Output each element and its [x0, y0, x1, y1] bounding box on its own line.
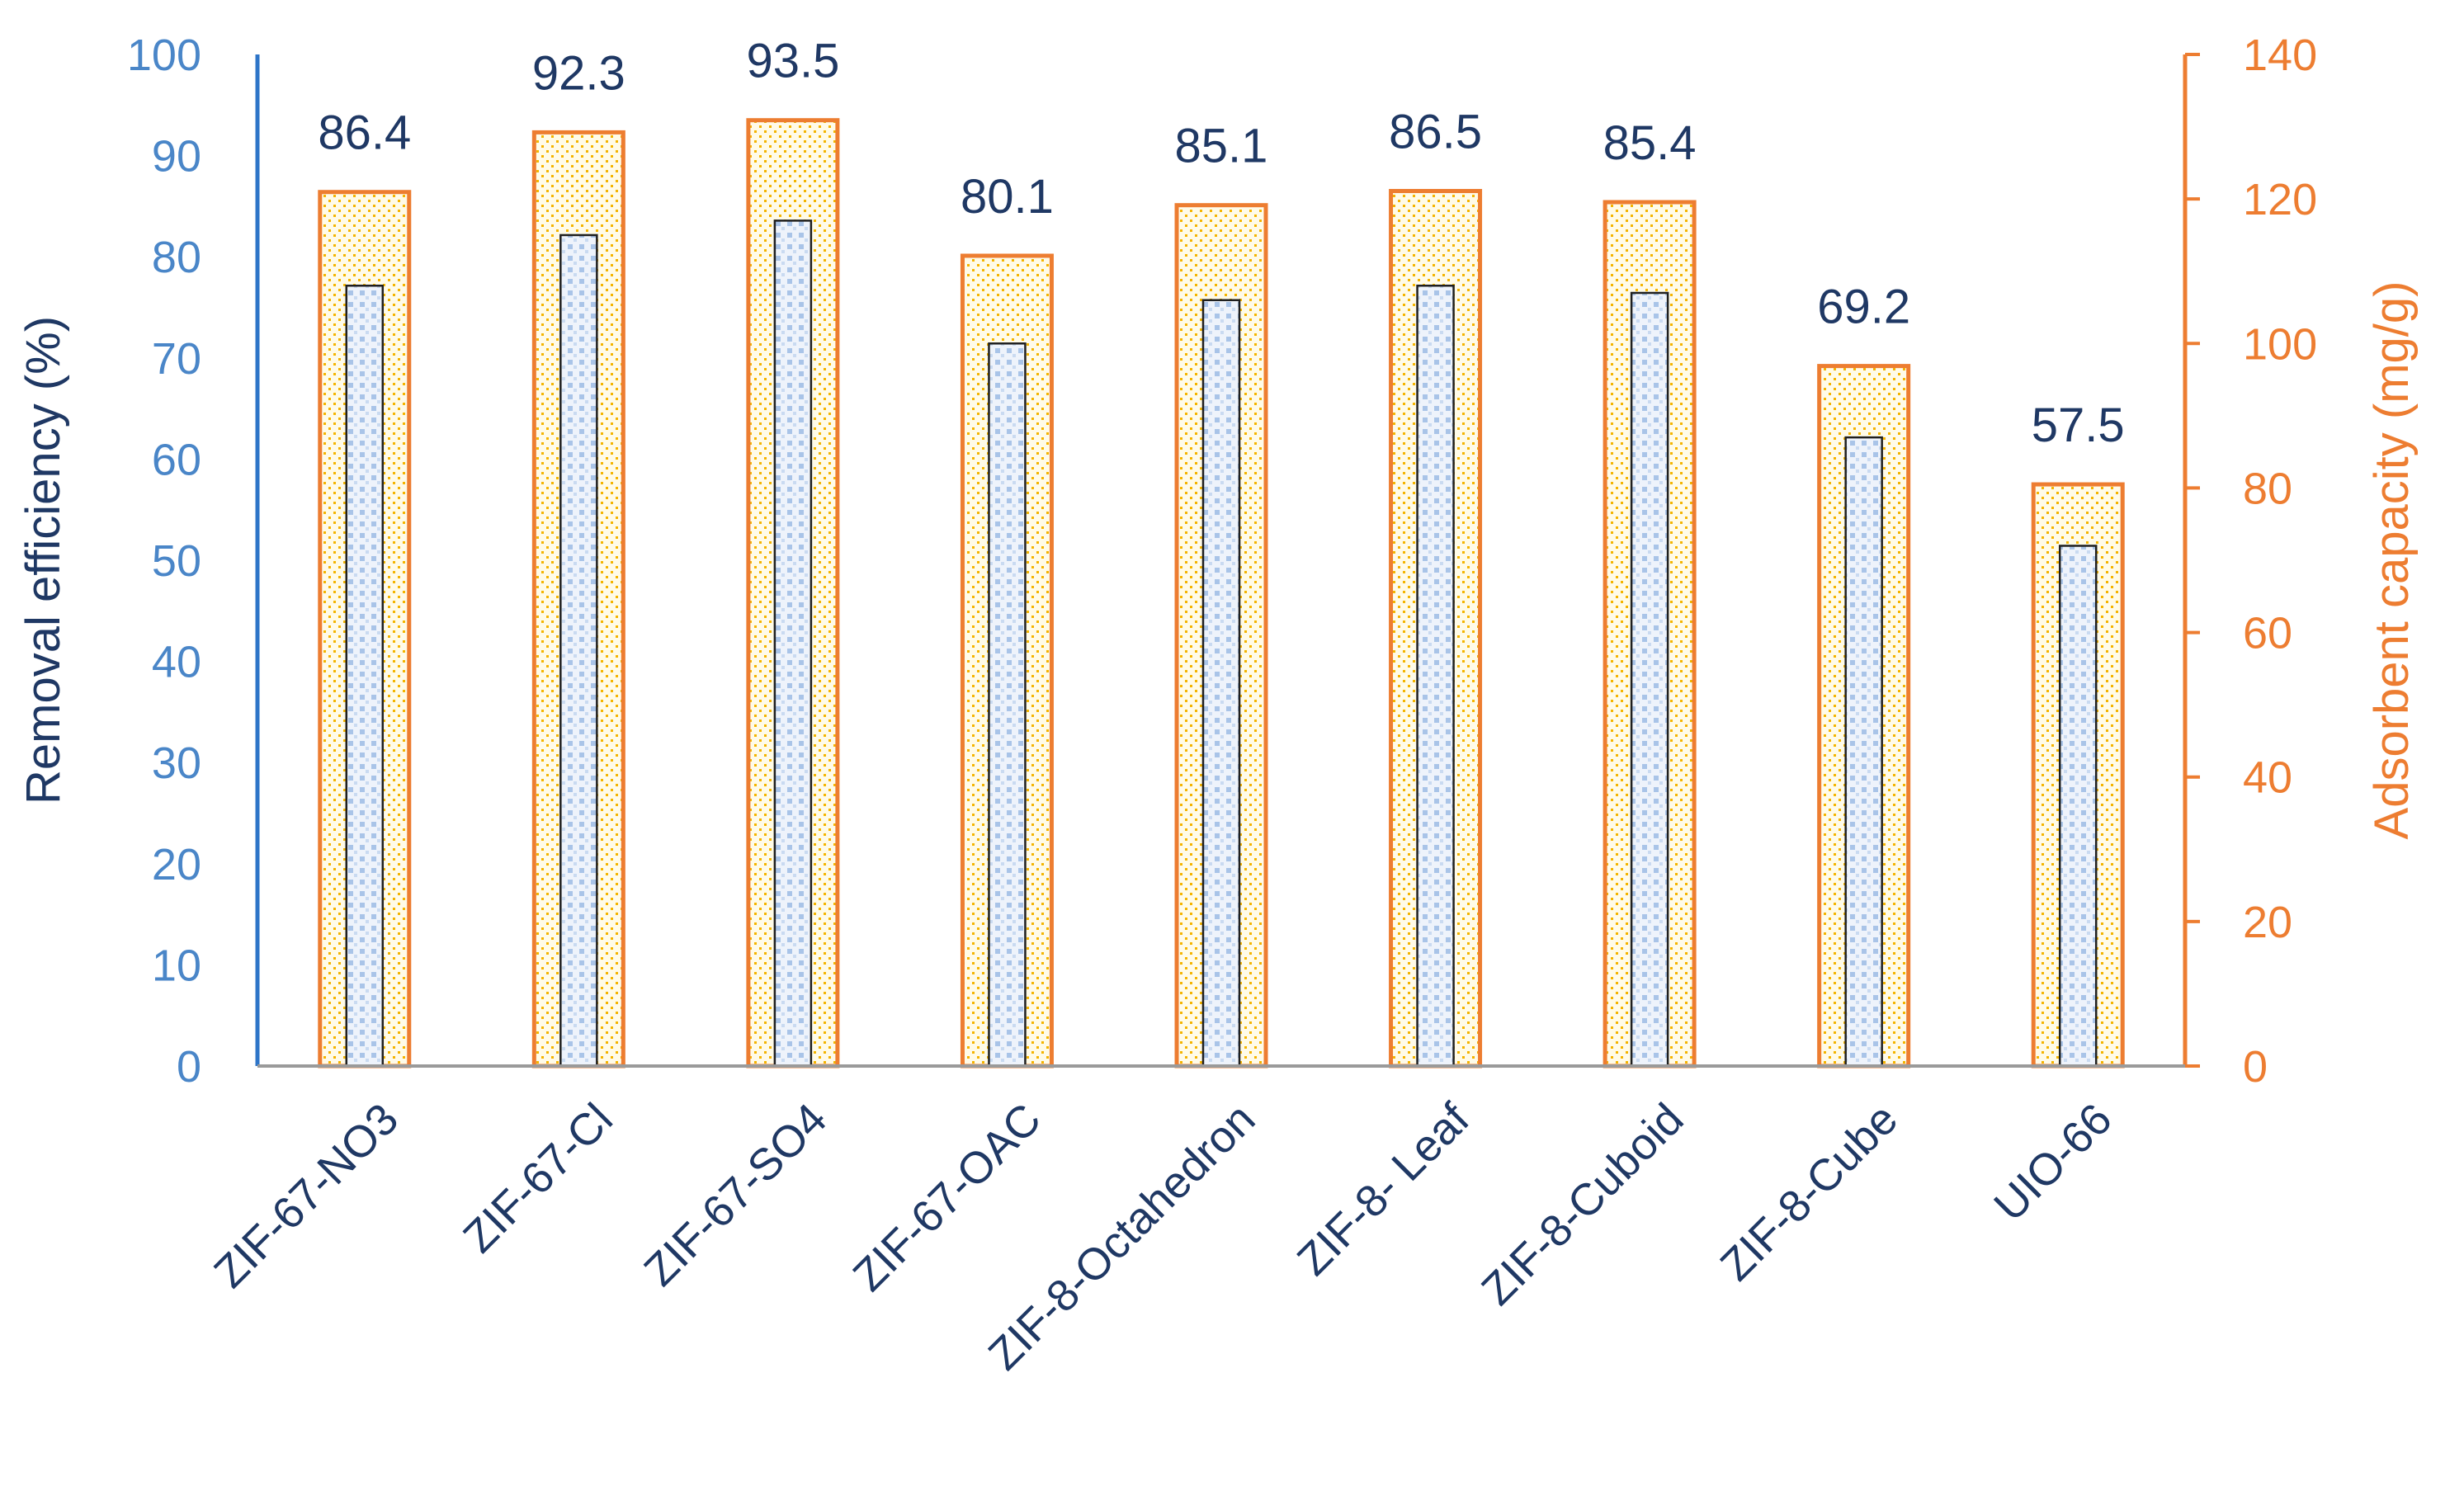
adsorbent-capacity-bar — [1630, 291, 1669, 1068]
category-label: ZIF-67-SO4 — [635, 1094, 836, 1295]
data-label: 92.3 — [532, 46, 625, 100]
data-label: 85.1 — [1175, 120, 1268, 173]
adsorbent-capacity-bar — [1201, 299, 1241, 1068]
right-tick-label: 100 — [2243, 319, 2317, 369]
adsorbent-capacity-bar — [988, 342, 1027, 1068]
adsorbent-capacity-bar — [2058, 545, 2098, 1068]
category-label: ZIF-8- Leaf — [1288, 1093, 1480, 1285]
category-label: ZIF-8-Cuboid — [1472, 1094, 1692, 1314]
adsorbent-capacity-bar — [1844, 436, 1883, 1068]
data-label: 86.4 — [318, 106, 411, 160]
left-tick-label: 60 — [152, 435, 201, 484]
data-label: 80.1 — [961, 170, 1054, 224]
left-tick-label: 20 — [152, 840, 201, 889]
right-tick-label: 80 — [2243, 464, 2292, 513]
right-tick-label: 60 — [2243, 609, 2292, 658]
left-tick-label: 0 — [177, 1042, 201, 1092]
adsorbent-capacity-bar — [345, 284, 385, 1068]
bars-layer — [318, 118, 2125, 1069]
adsorbent-capacity-bar — [1416, 284, 1455, 1068]
category-label: ZIF-67-Cl — [454, 1094, 622, 1262]
category-label: ZIF-67-NO3 — [205, 1094, 408, 1297]
right-tick-label: 40 — [2243, 753, 2292, 803]
left-tick-label: 70 — [152, 334, 201, 384]
category-label: ZIF-8-Cube — [1711, 1094, 1908, 1290]
left-tick-label: 80 — [152, 233, 201, 282]
adsorbent-capacity-bar — [559, 234, 598, 1068]
category-label: UIO-66 — [1985, 1094, 2122, 1231]
left-tick-label: 50 — [152, 536, 201, 586]
right-tick-label: 20 — [2243, 898, 2292, 947]
left-tick-label: 90 — [152, 132, 201, 182]
right-tick-label: 140 — [2243, 31, 2317, 80]
left-tick-label: 40 — [152, 638, 201, 687]
data-label: 57.5 — [2032, 399, 2125, 452]
y-right-axis-title: Adsorbent capacity (mg/g) — [2365, 281, 2419, 840]
data-label: 93.5 — [746, 35, 839, 88]
adsorbent-capacity-bar — [773, 219, 813, 1068]
left-tick-label: 100 — [127, 31, 201, 80]
data-label: 86.5 — [1389, 106, 1482, 159]
category-label: ZIF-67-OAC — [844, 1094, 1050, 1300]
right-tick-label: 120 — [2243, 175, 2317, 224]
axes-layer: 0 10 20 30 40 50 60 70 80 90 100 0 20 40 60 80 100 120 140… — [17, 31, 2419, 1092]
data-label: 85.4 — [1603, 116, 1697, 170]
left-tick-label: 30 — [152, 738, 201, 788]
data-label: 69.2 — [1817, 281, 1910, 334]
right-tick-label: 0 — [2243, 1042, 2268, 1092]
y-left-axis-title: Removal efficiency (%) — [17, 316, 70, 804]
left-tick-label: 10 — [152, 941, 201, 990]
